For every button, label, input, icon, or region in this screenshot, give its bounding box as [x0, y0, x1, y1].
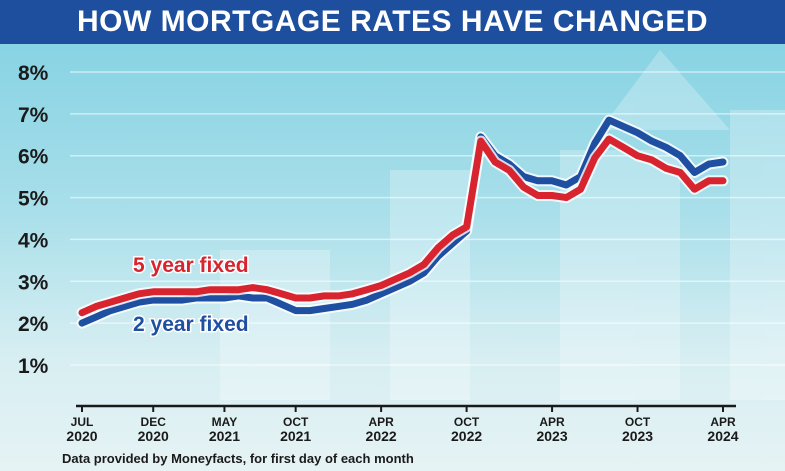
y-tick-label: 8%: [18, 62, 49, 85]
legend-5-year-fixed: 5 year fixed: [133, 254, 249, 277]
y-tick-label: 7%: [18, 104, 49, 127]
x-tick-label: 2023: [536, 428, 567, 444]
x-tick-label: DEC: [141, 415, 167, 429]
x-tick-label: 2022: [366, 428, 397, 444]
x-tick-label: 2020: [66, 428, 97, 444]
series-line-2-year-fixed: [78, 116, 727, 327]
x-tick-label: 2022: [451, 428, 482, 444]
x-tick-label: 2023: [622, 428, 653, 444]
x-tick-label: APR: [539, 415, 565, 429]
x-tick-label: OCT: [283, 415, 309, 429]
x-tick-label: APR: [368, 415, 394, 429]
x-tick-label: 2020: [138, 428, 169, 444]
x-tick-label: OCT: [454, 415, 480, 429]
x-tick-label: 2021: [280, 428, 311, 444]
series-line-5-year-fixed: [78, 135, 727, 317]
y-tick-label: 6%: [18, 146, 49, 169]
x-tick-label: MAY: [212, 415, 238, 429]
y-tick-label: 2%: [18, 313, 49, 336]
y-tick-label: 5%: [18, 188, 49, 211]
x-tick-label: 2021: [209, 428, 240, 444]
y-tick-label: 4%: [18, 229, 49, 252]
x-tick-label: JUL: [71, 415, 94, 429]
x-tick-label: APR: [710, 415, 736, 429]
legend-2-year-fixed: 2 year fixed: [133, 313, 249, 336]
chart-title: HOW MORTGAGE RATES HAVE CHANGED: [0, 0, 785, 44]
y-tick-label: 3%: [18, 271, 49, 294]
source-note: Data provided by Moneyfacts, for first d…: [62, 451, 414, 466]
x-tick-label: OCT: [625, 415, 651, 429]
y-tick-label: 1%: [18, 355, 49, 378]
x-tick-label: 2024: [707, 428, 738, 444]
